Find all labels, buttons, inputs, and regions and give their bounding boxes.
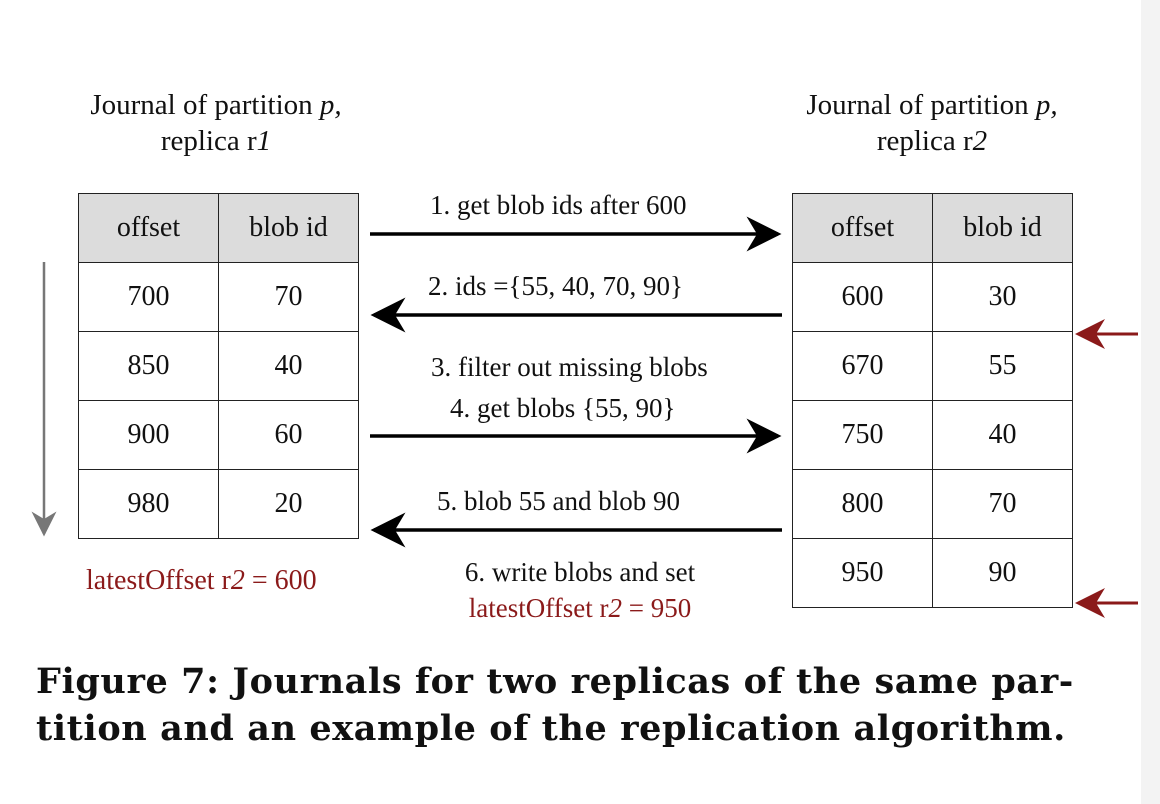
- message-1-label: 1. get blob ids after 600: [430, 190, 687, 220]
- table-row: 700 70: [78, 262, 359, 332]
- m6-value: = 950: [621, 593, 692, 623]
- offset-cell: 980: [78, 469, 219, 539]
- offset-cell: 950: [792, 538, 933, 608]
- right-title-replica-num: 2: [972, 125, 988, 157]
- table-header-row: offset blob id: [792, 193, 1073, 263]
- blob-id-cell: 20: [218, 469, 359, 539]
- header-blob-id: blob id: [932, 193, 1073, 263]
- table-row: 850 40: [78, 331, 359, 401]
- left-title-replica: replica r: [160, 125, 257, 157]
- blob-id-cell: 90: [932, 538, 1073, 608]
- table-row: 900 60: [78, 400, 359, 470]
- message-3-label: 3. filter out missing blobs: [431, 352, 708, 382]
- offset-cell: 900: [78, 400, 219, 470]
- table-row: 750 40: [792, 400, 1073, 470]
- blob-id-cell: 40: [218, 331, 359, 401]
- blob-id-cell: 30: [932, 262, 1073, 332]
- table-row: 670 55: [792, 331, 1073, 401]
- right-journal-title: Journal of partition p, replica r2: [782, 87, 1082, 159]
- right-journal-table: offset blob id 600 30 670 55 750 40 800 …: [792, 193, 1073, 608]
- message-5-label: 5. blob 55 and blob 90: [437, 486, 680, 516]
- table-row: 950 90: [792, 538, 1073, 608]
- left-journal-title: Journal of partition p, replica r1: [66, 87, 366, 159]
- header-offset: offset: [78, 193, 219, 263]
- figure-caption-line1: Figure 7: Journals for two replicas of t…: [36, 661, 1074, 702]
- offset-cell: 800: [792, 469, 933, 539]
- offset-cell: 850: [78, 331, 219, 401]
- message-4-label: 4. get blobs {55, 90}: [450, 393, 676, 423]
- left-latest-num: 2: [230, 565, 245, 596]
- message-6-line2: latestOffset r2 = 950: [380, 590, 780, 626]
- left-title-partition: p,: [319, 89, 342, 121]
- left-latest-offset: latestOffset r2 = 600: [86, 565, 317, 597]
- offset-cell: 750: [792, 400, 933, 470]
- table-row: 600 30: [792, 262, 1073, 332]
- header-blob-id: blob id: [218, 193, 359, 263]
- message-6-label: 6. write blobs and set latestOffset r2 =…: [380, 554, 780, 626]
- blob-id-cell: 40: [932, 400, 1073, 470]
- offset-cell: 670: [792, 331, 933, 401]
- table-row: 800 70: [792, 469, 1073, 539]
- m6-prefix: latestOffset r: [468, 593, 609, 623]
- figure-caption-line2: tition and an example of the replication…: [36, 708, 1066, 749]
- message-6-line1: 6. write blobs and set: [464, 557, 696, 587]
- left-title-prefix: Journal of partition: [90, 89, 320, 121]
- table-row: 980 20: [78, 469, 359, 539]
- left-journal-table: offset blob id 700 70 850 40 900 60 980 …: [78, 193, 359, 539]
- left-latest-prefix: latestOffset r: [86, 565, 231, 596]
- table-header-row: offset blob id: [78, 193, 359, 263]
- left-title-replica-num: 1: [256, 125, 272, 157]
- blob-id-cell: 70: [218, 262, 359, 332]
- figure-caption: Figure 7: Journals for two replicas of t…: [36, 658, 1136, 752]
- right-title-replica: replica r: [876, 125, 973, 157]
- blob-id-cell: 55: [932, 331, 1073, 401]
- offset-cell: 700: [78, 262, 219, 332]
- blob-id-cell: 60: [218, 400, 359, 470]
- blob-id-cell: 70: [932, 469, 1073, 539]
- right-title-partition: p,: [1035, 89, 1058, 121]
- offset-cell: 600: [792, 262, 933, 332]
- page-edge-strip: [1141, 0, 1160, 804]
- left-latest-value: = 600: [244, 565, 317, 596]
- m6-num: 2: [608, 593, 622, 623]
- right-title-prefix: Journal of partition: [806, 89, 1036, 121]
- message-2-label: 2. ids ={55, 40, 70, 90}: [428, 271, 683, 301]
